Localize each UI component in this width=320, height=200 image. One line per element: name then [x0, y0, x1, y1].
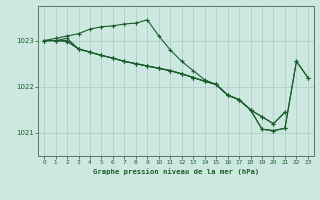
- X-axis label: Graphe pression niveau de la mer (hPa): Graphe pression niveau de la mer (hPa): [93, 168, 259, 175]
